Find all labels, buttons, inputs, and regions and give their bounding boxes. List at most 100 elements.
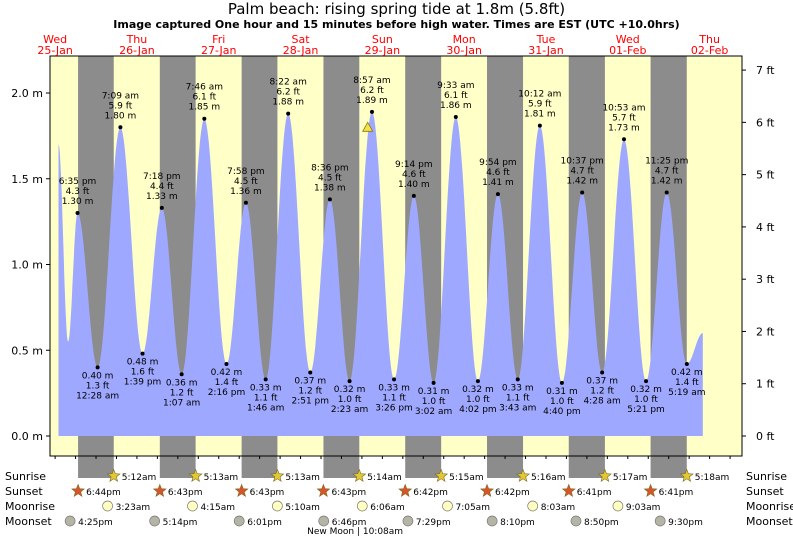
extreme-point	[327, 197, 332, 202]
extreme-text: 1.89 m	[356, 96, 388, 106]
extreme-text: 1.86 m	[440, 101, 472, 111]
extreme-text: 1.2 ft	[298, 387, 322, 397]
y-tick-label-m: 0.0 m	[11, 430, 43, 443]
low-tide-label: 0.31 m1.0 ft3:02 am	[415, 387, 452, 417]
y-tick-label-ft: 3 ft	[756, 273, 775, 286]
high-tide-label: 9:33 am6.1 ft1.86 m	[437, 81, 474, 111]
extreme-point	[392, 377, 397, 382]
extreme-text: 1.33 m	[146, 192, 178, 202]
extreme-text: 1.3 ft	[86, 381, 110, 391]
sunset-time: 6:43pm	[331, 488, 366, 498]
extreme-point	[140, 351, 145, 356]
high-tide-label: 6:35 pm4.3 ft1.30 m	[59, 177, 97, 207]
moonrise-row-label: Moonrise	[5, 500, 55, 513]
extreme-text: 7:46 am	[186, 83, 223, 93]
sunrise-row-label: Sunrise	[5, 470, 46, 483]
sunrise-time: 5:14am	[367, 473, 402, 483]
extreme-text: 0.48 m	[127, 358, 159, 368]
tide-area	[58, 111, 703, 437]
extreme-point	[179, 372, 184, 377]
extreme-point	[118, 125, 123, 130]
tide-curve	[58, 111, 703, 437]
extreme-text: 9:54 pm	[479, 158, 517, 168]
day-header-dow: Wed	[43, 33, 67, 46]
extreme-point	[600, 370, 605, 375]
extreme-point	[411, 193, 416, 198]
low-tide-label: 0.33 m1.1 ft1:46 am	[247, 383, 284, 413]
extreme-text: 7:09 am	[102, 91, 139, 101]
extreme-text: 5:21 pm	[627, 405, 665, 415]
moonset-icon	[318, 515, 330, 527]
extreme-text: 6:35 pm	[59, 177, 97, 187]
y-tick-label-ft: 7 ft	[756, 64, 775, 77]
sunrise-time: 5:16am	[531, 473, 566, 483]
day-header-date: 30-Jan	[446, 44, 482, 57]
moonrise-time: 5:10am	[285, 503, 320, 513]
sunrise-time: 5:15am	[449, 473, 484, 483]
y-tick-label-m: 2.0 m	[11, 87, 43, 100]
moonset-icon	[233, 515, 245, 527]
extreme-text: 0.42 m	[671, 368, 703, 378]
moonset-time: 4:25pm	[78, 518, 113, 528]
extreme-point	[224, 361, 229, 366]
extreme-text: 1.6 ft	[131, 368, 155, 378]
moonrise-time: 7:05am	[455, 503, 490, 513]
extreme-text: 1:39 pm	[124, 378, 162, 388]
moonset-row-label-right: Moonset	[746, 515, 793, 528]
high-tide-label: 10:12 am5.9 ft1.81 m	[518, 90, 561, 120]
extreme-text: 0.37 m	[294, 377, 326, 387]
extreme-text: 0.31 m	[546, 387, 578, 397]
extreme-text: 12:28 am	[76, 391, 119, 401]
extreme-text: 1.4 ft	[675, 378, 699, 388]
day-header-date: 27-Jan	[201, 44, 237, 57]
high-tide-label: 11:25 pm4.7 ft1.42 m	[645, 156, 688, 186]
extreme-text: 0.36 m	[166, 378, 198, 388]
moonrise-icon	[187, 500, 198, 512]
extreme-point	[243, 200, 248, 205]
extreme-text: 4.6 ft	[486, 168, 510, 178]
sunset-time: 6:41pm	[659, 488, 694, 498]
extreme-text: 4:40 pm	[543, 407, 581, 417]
day-headers: Wed25-JanThu26-JanFri27-JanSat28-JanSun2…	[37, 33, 728, 57]
day-header-date: 01-Feb	[609, 44, 646, 57]
extreme-text: 10:12 am	[518, 90, 561, 100]
extreme-point	[347, 379, 352, 384]
extreme-text: 2:51 pm	[291, 397, 329, 407]
extreme-text: 1.0 ft	[634, 395, 658, 405]
extreme-text: 5.9 ft	[109, 101, 133, 111]
sunset-time: 6:42pm	[495, 488, 530, 498]
extreme-text: 0.37 m	[586, 377, 618, 387]
extreme-text: 8:57 am	[353, 76, 390, 86]
sunset-icon	[316, 483, 331, 497]
extreme-text: 6.2 ft	[360, 86, 384, 96]
sunrise-icon	[106, 468, 121, 482]
sunset-icon	[234, 483, 249, 497]
high-tide-label: 9:14 pm4.6 ft1.40 m	[395, 160, 433, 190]
extreme-point	[644, 379, 649, 384]
current-tide-marker	[362, 121, 374, 132]
night-band-lower	[405, 456, 442, 478]
low-tide-label: 0.42 m1.4 ft2:16 pm	[208, 368, 246, 398]
extreme-text: 1.80 m	[105, 111, 137, 121]
day-header-dow: Thu	[126, 33, 148, 46]
y-tick-label-ft: 0 ft	[756, 430, 775, 443]
sunrise-time: 5:13am	[204, 473, 239, 483]
extreme-text: 1.0 ft	[550, 397, 574, 407]
high-tide-label: 7:09 am5.9 ft1.80 m	[102, 91, 139, 121]
extreme-text: 4.5 ft	[318, 173, 342, 183]
moonrise-icon	[442, 500, 453, 512]
extreme-text: 1.30 m	[62, 197, 94, 207]
y-tick-label-ft: 2 ft	[756, 325, 775, 338]
extreme-text: 9:33 am	[437, 81, 474, 91]
extreme-text: 8:22 am	[269, 78, 306, 88]
y-tick-label-ft: 5 ft	[756, 169, 775, 182]
low-tide-label: 0.32 m1.0 ft4:02 pm	[459, 385, 497, 415]
sunset-row-label-right: Sunset	[746, 485, 784, 498]
extreme-text: 5.7 ft	[612, 113, 636, 123]
extreme-text: 5:19 am	[668, 388, 705, 398]
extreme-text: 0.31 m	[418, 387, 450, 397]
extreme-text: 1.1 ft	[506, 393, 530, 403]
extreme-text: 3:02 am	[415, 407, 452, 417]
moonrise-time: 8:03am	[541, 503, 576, 513]
